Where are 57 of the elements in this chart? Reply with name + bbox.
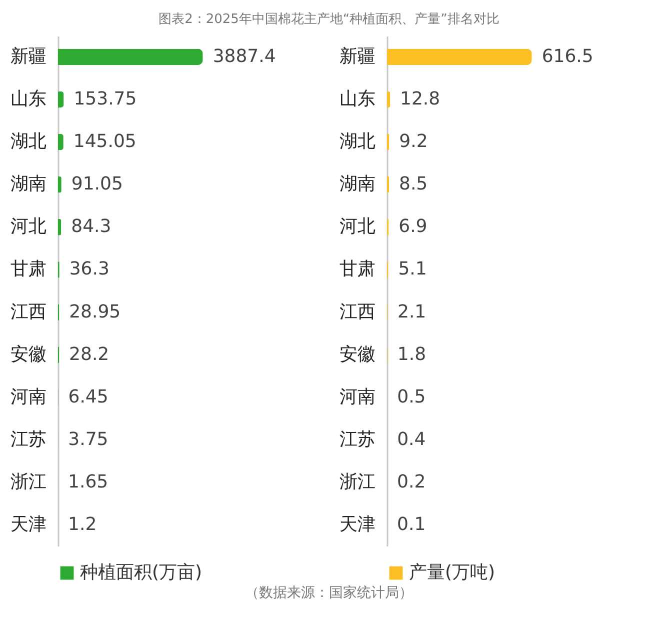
data-label: 1.8 <box>397 344 426 365</box>
y-tick-label: 浙江 <box>10 472 46 493</box>
y-tick-label: 安徽 <box>10 344 46 365</box>
y-tick-label: 甘肃 <box>340 258 376 280</box>
data-label: 0.1 <box>397 514 426 536</box>
y-tick-label: 天津 <box>340 514 376 536</box>
y-tick-label: 天津 <box>10 514 46 536</box>
y-tick-label: 浙江 <box>340 472 376 493</box>
legend-label: 种植面积(万亩) <box>80 562 202 583</box>
data-label: 28.95 <box>69 301 121 322</box>
data-label: 0.2 <box>397 472 426 493</box>
text: 图表2：2025年中国棉花主产地“种植面积、产量”排名对比 <box>158 11 500 29</box>
bar <box>387 48 532 65</box>
data-label: 3.75 <box>68 429 108 450</box>
y-tick-label: 河南 <box>340 386 376 408</box>
data-label: 9.2 <box>399 131 428 152</box>
data-label: 8.5 <box>398 174 428 195</box>
data-label: 5.1 <box>398 258 427 280</box>
data-label: 2.1 <box>397 301 426 322</box>
y-tick-label: 河南 <box>10 386 46 408</box>
y-tick-label: 湖北 <box>10 131 46 152</box>
legend-label: 产量(万吨) <box>409 562 496 583</box>
y-tick-label: 山东 <box>340 88 376 110</box>
bar <box>58 91 64 108</box>
y-tick-label: 湖南 <box>340 174 376 195</box>
y-tick-label: 安徽 <box>340 344 376 365</box>
y-tick-label: 甘肃 <box>10 258 46 280</box>
data-label: 3887.4 <box>212 46 276 67</box>
y-tick-label: 河北 <box>10 216 46 238</box>
data-label: 1.65 <box>68 472 108 493</box>
y-tick-label: 山东 <box>10 88 46 110</box>
data-label: 6.45 <box>68 386 108 408</box>
y-tick-label: 江西 <box>10 301 46 322</box>
data-label: 1.2 <box>68 514 97 536</box>
data-label: 12.8 <box>400 88 440 110</box>
data-label: 6.9 <box>398 216 428 238</box>
y-tick-label: 新疆 <box>340 46 376 67</box>
data-label: 616.5 <box>542 46 594 67</box>
y-tick-label: 江苏 <box>10 429 46 450</box>
data-label: 36.3 <box>69 258 110 280</box>
y-tick-label: 江苏 <box>340 429 376 450</box>
data-label: 91.05 <box>71 174 123 195</box>
y-tick-label: 江西 <box>340 301 376 322</box>
y-tick-label: 湖南 <box>10 174 46 195</box>
data-label: 0.5 <box>397 386 426 408</box>
y-tick-label: 新疆 <box>10 46 46 67</box>
bar <box>58 219 62 236</box>
text: （数据来源：国家统计局） <box>244 584 414 602</box>
bar <box>58 48 203 65</box>
data-label: 145.05 <box>73 131 136 152</box>
data-label: 84.3 <box>71 216 112 238</box>
bar <box>387 91 390 108</box>
y-tick-label: 河北 <box>340 216 376 238</box>
data-label: 153.75 <box>74 88 137 110</box>
data-label: 0.4 <box>397 429 426 450</box>
y-tick-label: 湖北 <box>340 131 376 152</box>
data-label: 28.2 <box>69 344 110 365</box>
